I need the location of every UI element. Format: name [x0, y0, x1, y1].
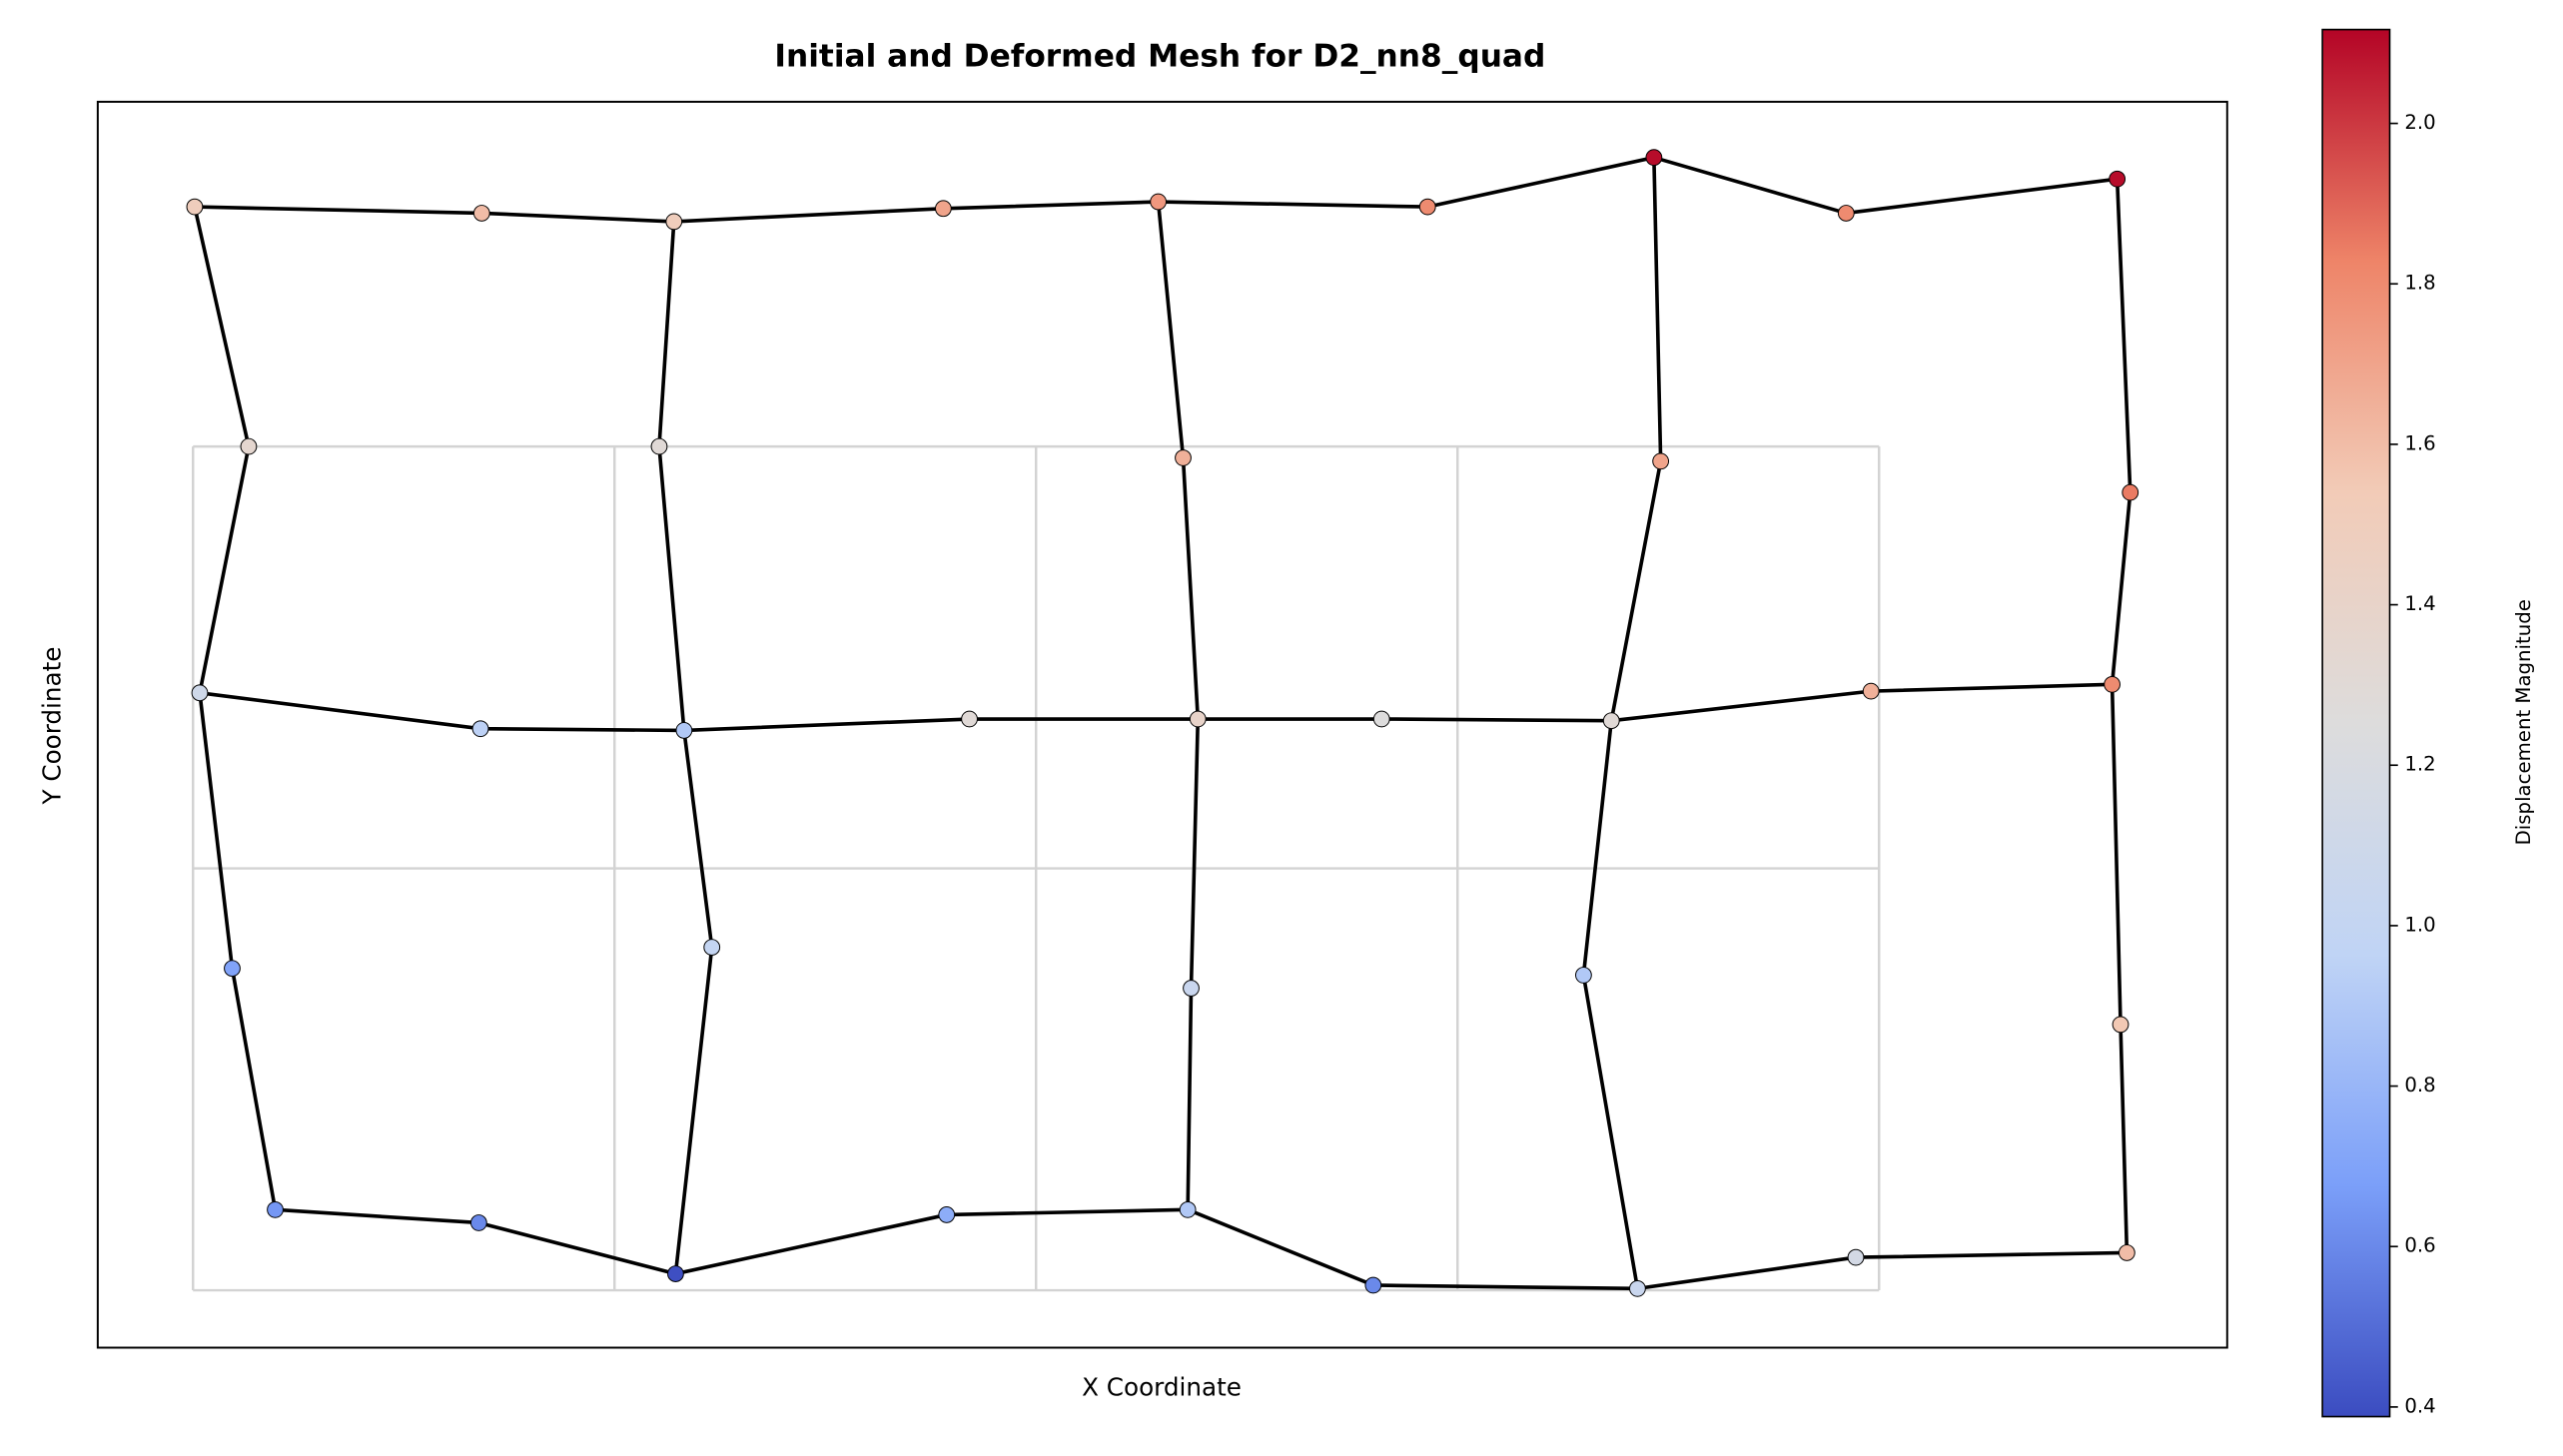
colorbar-tick-label: 1.0: [2404, 913, 2435, 936]
colorbar-tick-label: 2.0: [2404, 111, 2435, 134]
mesh-node: [675, 722, 693, 739]
mesh-node: [1150, 193, 1167, 211]
mesh-node: [1175, 449, 1192, 466]
mesh-node: [1179, 1200, 1197, 1218]
colorbar-tick-label: 0.4: [2404, 1394, 2435, 1417]
mesh-node: [469, 1214, 487, 1231]
deformed-mesh-line: [657, 221, 714, 1274]
colorbar-label: Displacement Magnitude: [2512, 599, 2535, 845]
mesh-node: [267, 1200, 284, 1218]
deformed-mesh-line: [193, 206, 278, 1210]
mesh-node: [2118, 1244, 2136, 1261]
mesh-node: [2122, 483, 2139, 501]
mesh-node: [1372, 710, 1390, 728]
deformed-mesh-line: [1156, 201, 1201, 1210]
colorbar-tick-label: 1.8: [2404, 272, 2435, 295]
mesh-node: [1837, 205, 1855, 222]
mesh-node: [224, 960, 241, 978]
mesh-node: [1645, 149, 1663, 167]
mesh-node: [186, 198, 204, 216]
deformed-mesh-line: [275, 1207, 2128, 1291]
mesh-node: [471, 720, 489, 738]
deformed-mesh-line: [1581, 157, 1663, 1289]
plot-frame: [96, 100, 2228, 1349]
colorbar: [2321, 28, 2391, 1418]
colorbar-tick-label: 0.6: [2404, 1234, 2435, 1257]
mesh-node: [650, 437, 668, 455]
mesh-node: [240, 437, 258, 455]
mesh-node: [2104, 675, 2121, 693]
mesh-node: [472, 205, 490, 222]
mesh-node: [1575, 967, 1592, 984]
mesh-node: [2112, 1016, 2130, 1034]
colorbar-tick-label: 0.8: [2404, 1074, 2435, 1096]
mesh-node: [1183, 980, 1200, 997]
mesh-node: [1629, 1279, 1646, 1297]
colorbar-tick-label: 1.4: [2404, 592, 2435, 615]
mesh-node: [1862, 682, 1880, 700]
mesh-node: [703, 939, 721, 956]
mesh-node: [935, 200, 952, 218]
mesh-node: [1364, 1276, 1382, 1294]
mesh-node: [667, 1265, 684, 1282]
chart-title: Initial and Deformed Mesh for D2_nn8_qua…: [774, 39, 1545, 75]
colorbar-tick-label: 1.6: [2404, 431, 2435, 454]
mesh-node: [1418, 198, 1436, 216]
colorbar-tick-label: 1.2: [2404, 753, 2435, 776]
mesh-node: [1652, 452, 1670, 470]
mesh-node: [1847, 1248, 1865, 1266]
mesh-node: [938, 1206, 956, 1223]
mesh-node: [1189, 710, 1207, 728]
mesh-node: [961, 710, 978, 728]
mesh-node: [665, 213, 683, 231]
x-axis-label: X Coordinate: [1082, 1373, 1242, 1402]
mesh-node: [2109, 170, 2127, 188]
mesh-node: [191, 684, 209, 702]
mesh-node: [1602, 712, 1620, 730]
y-axis-label: Y Coordinate: [37, 647, 66, 806]
deformed-mesh-line: [2110, 179, 2133, 1253]
